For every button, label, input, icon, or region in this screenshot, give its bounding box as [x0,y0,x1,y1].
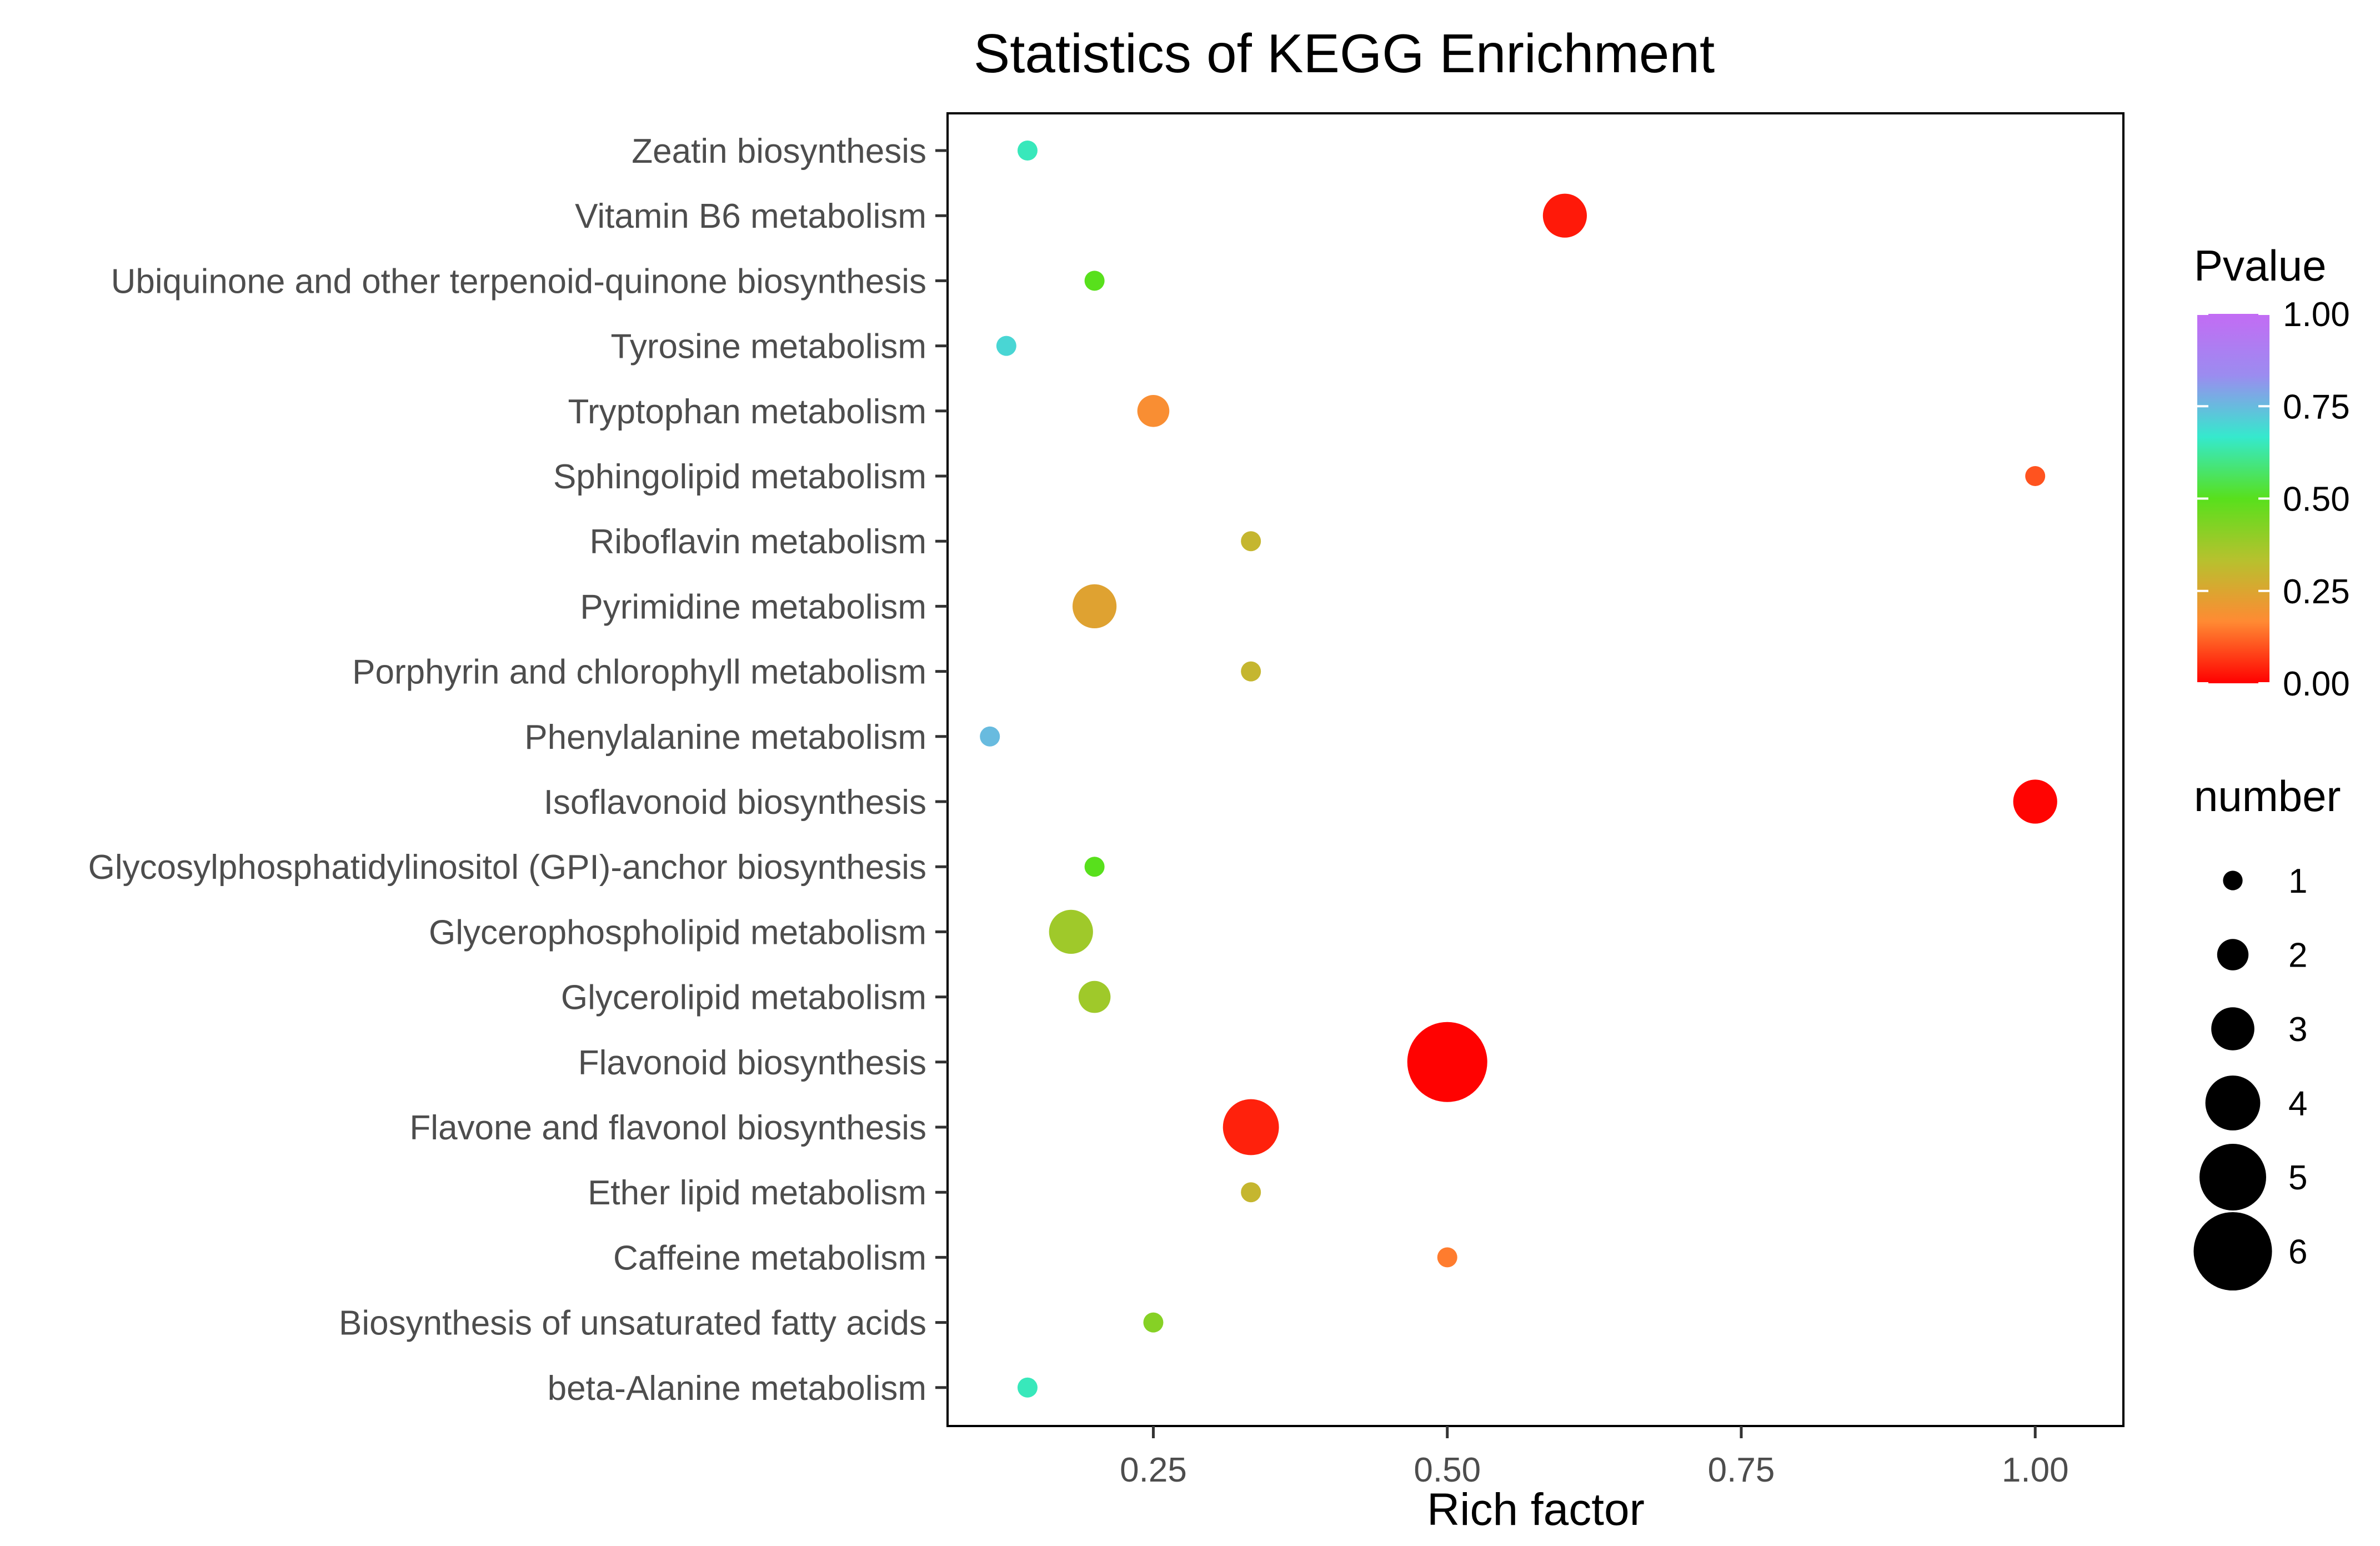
x-tick-label: 0.75 [1708,1451,1775,1489]
size-legend-dot [2217,939,2249,970]
y-tick-label: beta-Alanine metabolism [548,1369,926,1408]
y-tick-label: Glycerophospholipid metabolism [429,913,926,952]
size-legend-label: 1 [2288,862,2307,900]
y-tick-label: Glycerolipid metabolism [561,979,926,1017]
data-point [1143,1312,1164,1333]
data-point [1017,141,1038,161]
data-point [1241,531,1261,552]
data-point [1542,193,1587,238]
y-tick-label: Porphyrin and chlorophyll metabolism [352,653,926,692]
y-tick-label: Biosynthesis of unsaturated fatty acids [339,1304,926,1343]
size-legend-dot [2199,1144,2266,1210]
size-legend-dot [2223,870,2243,890]
x-axis-title: Rich factor [1427,1484,1645,1535]
pvalue-legend-title: Pvalue [2194,241,2327,290]
data-point [980,726,1000,747]
y-tick-label: Tryptophan metabolism [568,393,926,431]
size-legend-label: 4 [2288,1085,2307,1123]
data-point [1017,1377,1038,1398]
size-legend-label: 6 [2288,1233,2307,1272]
pvalue-legend: Pvalue 1.00 0.75 0.50 0.25 0.00 [2194,241,2350,703]
y-tick-label: Phenylalanine metabolism [524,718,926,757]
pvalue-colorbar [2197,314,2269,683]
colorbar-tick-label: 0.75 [2283,388,2350,426]
data-point [1084,857,1105,877]
y-tick-label: Zeatin biosynthesis [632,132,926,171]
size-legend-dot [2205,1075,2261,1130]
x-tick-label: 0.25 [1120,1451,1187,1489]
data-point [1437,1247,1457,1268]
x-axis: 0.25 0.50 0.75 1.00 [1120,1426,2069,1489]
data-point [1241,1182,1261,1203]
data-point [2013,779,2057,824]
y-tick-label: Glycosylphosphatidylinositol (GPI)-ancho… [88,848,926,887]
y-tick-label: Isoflavonoid biosynthesis [544,783,926,822]
data-point [1084,271,1105,291]
y-axis: Zeatin biosynthesis Vitamin B6 metabolism… [88,132,948,1408]
y-tick-label: Tyrosine metabolism [610,328,926,366]
y-tick-label: Riboflavin metabolism [590,523,926,561]
number-legend-title: number [2194,772,2341,820]
y-tick-label: Caffeine metabolism [613,1239,926,1277]
data-point [1222,1099,1279,1155]
colorbar-tick-label: 0.00 [2283,665,2350,703]
x-tick-label: 1.00 [2002,1451,2069,1489]
data-point [1078,980,1111,1013]
y-tick-label: Flavone and flavonol biosynthesis [409,1109,926,1147]
x-tick-label: 0.50 [1414,1451,1481,1489]
y-tick-label: Ether lipid metabolism [588,1174,926,1212]
y-tick-label: Flavonoid biosynthesis [578,1044,926,1082]
data-point [2025,466,2046,486]
size-legend-label: 2 [2288,937,2307,975]
size-legend-label: 5 [2288,1159,2307,1197]
data-point [996,336,1016,356]
colorbar-tick-label: 1.00 [2283,296,2350,334]
data-point [1241,661,1261,682]
y-tick-label: Pyrimidine metabolism [580,588,926,626]
size-legend-dot [2193,1212,2272,1291]
points-layer [980,141,2057,1398]
data-point [1049,909,1093,954]
colorbar-tick-label: 0.50 [2283,481,2350,519]
y-tick-label: Ubiquinone and other terpenoid-quinone b… [111,262,926,301]
size-legend-dot [2211,1007,2254,1050]
y-tick-label: Sphingolipid metabolism [553,458,926,496]
chart-title: Statistics of KEGG Enrichment [974,23,1715,84]
data-point [1407,1022,1487,1102]
number-legend: number 1 2 3 4 5 6 [2193,772,2341,1291]
data-point [1073,584,1117,628]
plot-panel [946,112,2125,1427]
data-point [1137,395,1170,427]
y-tick-label: Vitamin B6 metabolism [575,197,926,236]
size-legend-label: 3 [2288,1010,2307,1049]
colorbar-tick-label: 0.25 [2283,573,2350,611]
